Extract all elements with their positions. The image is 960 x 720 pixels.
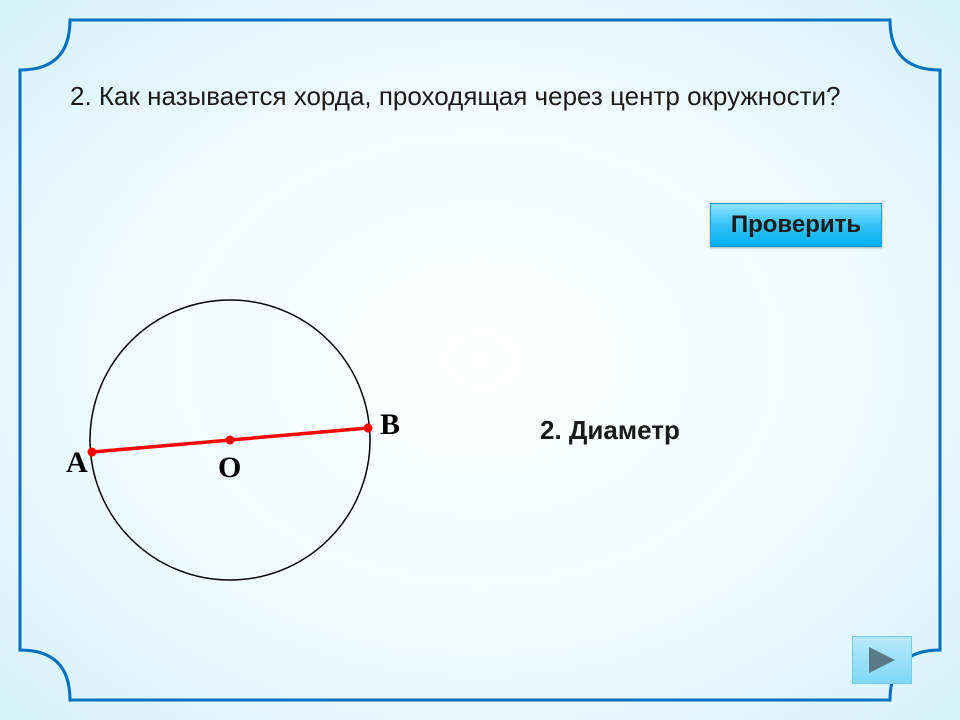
triangle-right-icon bbox=[865, 645, 899, 675]
point-b bbox=[364, 424, 373, 433]
slide-background: 2. Как называется хорда, проходящая чере… bbox=[0, 0, 960, 720]
next-button[interactable] bbox=[852, 636, 912, 684]
question-text: 2. Как называется хорда, проходящая чере… bbox=[70, 80, 890, 114]
answer-text: 2. Диаметр bbox=[540, 415, 680, 446]
point-o bbox=[226, 436, 235, 445]
check-button-label: Проверить bbox=[731, 211, 861, 239]
point-label-b: B bbox=[380, 408, 400, 442]
geometry-diagram: A O B bbox=[30, 280, 430, 600]
point-a bbox=[88, 448, 97, 457]
point-label-o: O bbox=[218, 451, 241, 485]
point-label-a: A bbox=[66, 446, 88, 480]
check-button[interactable]: Проверить bbox=[710, 203, 882, 247]
